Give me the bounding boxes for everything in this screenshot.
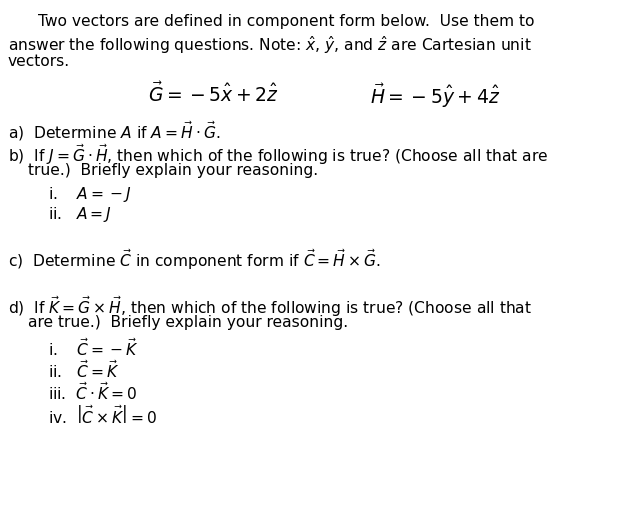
Text: true.)  Briefly explain your reasoning.: true.) Briefly explain your reasoning. — [28, 163, 318, 178]
Text: are true.)  Briefly explain your reasoning.: are true.) Briefly explain your reasonin… — [28, 315, 348, 329]
Text: i.    $A = -J$: i. $A = -J$ — [48, 185, 132, 204]
Text: b)  If $J = \vec{G} \cdot \vec{H}$, then which of the following is true? (Choose: b) If $J = \vec{G} \cdot \vec{H}$, then … — [8, 143, 548, 167]
Text: $\vec{H} = -5\hat{y} + 4\hat{z}$: $\vec{H} = -5\hat{y} + 4\hat{z}$ — [370, 82, 500, 110]
Text: c)  Determine $\vec{C}$ in component form if $\vec{C} = \vec{H} \times \vec{G}$.: c) Determine $\vec{C}$ in component form… — [8, 247, 381, 272]
Text: $\vec{G} = -5\hat{x} + 2\hat{z}$: $\vec{G} = -5\hat{x} + 2\hat{z}$ — [148, 82, 279, 106]
Text: Two vectors are defined in component form below.  Use them to: Two vectors are defined in component for… — [38, 14, 535, 29]
Text: answer the following questions. Note: $\hat{x}$, $\hat{y}$, and $\hat{z}$ are Ca: answer the following questions. Note: $\… — [8, 34, 532, 56]
Text: iii.  $\vec{C} \cdot \vec{K} = 0$: iii. $\vec{C} \cdot \vec{K} = 0$ — [48, 381, 137, 403]
Text: i.    $\vec{C} = -\vec{K}$: i. $\vec{C} = -\vec{K}$ — [48, 337, 139, 358]
Text: ii.   $\vec{C} = \vec{K}$: ii. $\vec{C} = \vec{K}$ — [48, 359, 119, 380]
Text: iv.  $\left|\vec{C} \times \vec{K}\right| = 0$: iv. $\left|\vec{C} \times \vec{K}\right|… — [48, 403, 157, 425]
Text: vectors.: vectors. — [8, 54, 70, 69]
Text: ii.   $A = J$: ii. $A = J$ — [48, 205, 112, 223]
Text: d)  If $\vec{K} = \vec{G} \times \vec{H}$, then which of the following is true? : d) If $\vec{K} = \vec{G} \times \vec{H}$… — [8, 294, 532, 319]
Text: a)  Determine $A$ if $A = \vec{H} \cdot \vec{G}$.: a) Determine $A$ if $A = \vec{H} \cdot \… — [8, 120, 220, 143]
